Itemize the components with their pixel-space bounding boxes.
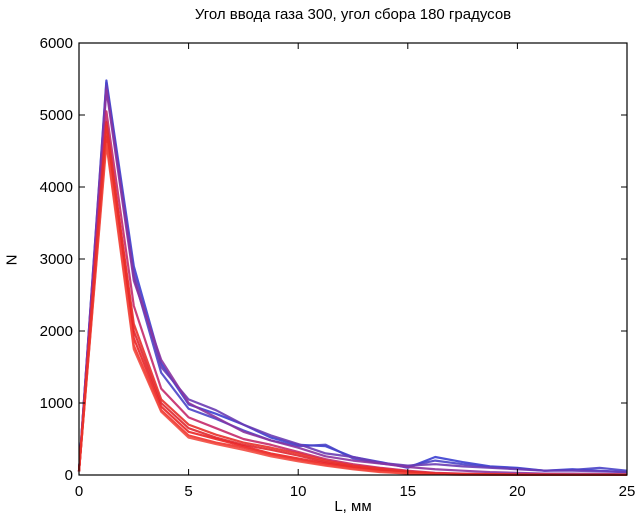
x-tick-label: 20 — [509, 483, 526, 500]
series-line-7 — [77, 135, 627, 476]
x-tick-label: 10 — [290, 483, 307, 500]
series-line-3 — [77, 85, 628, 474]
x-tick-label: 15 — [399, 483, 416, 500]
x-tick-label: 0 — [75, 483, 83, 500]
y-tick-label: 5000 — [40, 107, 73, 124]
y-tick-label: 3000 — [40, 251, 73, 268]
ticks-group: 0 5 10 15 20 25 0 1000 2000 3000 4000 5000 6000 — [40, 35, 636, 500]
x-axis-label: L, мм — [334, 498, 372, 515]
y-tick-label: 6000 — [40, 35, 73, 52]
series-line-9 — [77, 142, 627, 476]
y-tick-label: 0 — [65, 467, 73, 484]
series-line-4 — [77, 88, 628, 476]
x-tick-label: 25 — [619, 483, 636, 500]
y-tick-label: 1000 — [40, 395, 73, 412]
series-line-6 — [77, 121, 627, 476]
y-tick-label: 2000 — [40, 323, 73, 340]
x-tick-label: 5 — [184, 483, 192, 500]
series-group — [77, 79, 628, 476]
series-line-10 — [77, 124, 627, 476]
series-line-5 — [77, 110, 627, 476]
series-line-8 — [77, 139, 627, 476]
chart-title: Угол ввода газа 300, угол сбора 180 град… — [194, 6, 512, 23]
series-line-1 — [77, 79, 628, 474]
y-tick-label: 4000 — [40, 179, 73, 196]
